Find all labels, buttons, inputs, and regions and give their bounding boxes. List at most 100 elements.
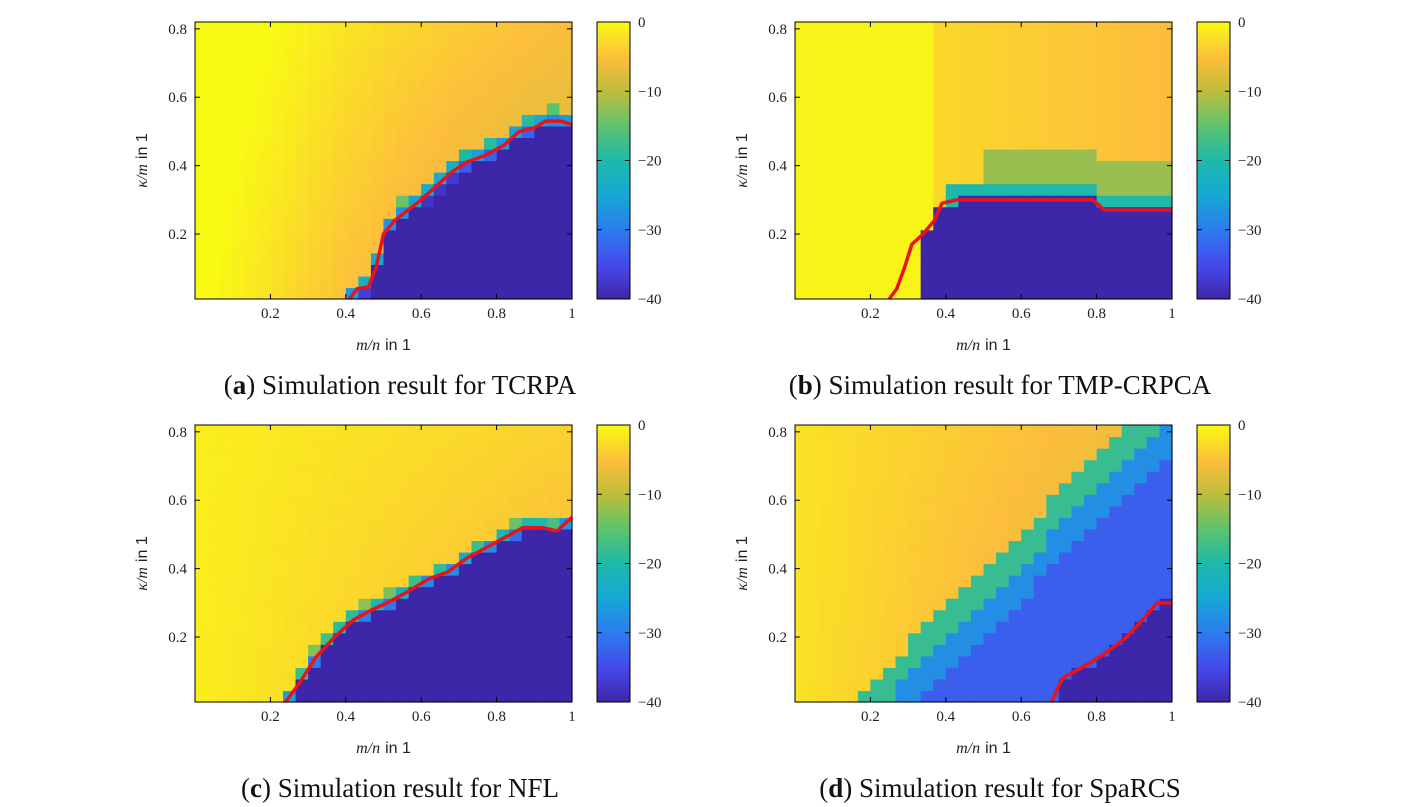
heatmap-cell	[408, 598, 422, 611]
heatmap-cell	[1046, 471, 1060, 484]
heatmap-cell	[207, 632, 221, 645]
heatmap-cell	[920, 436, 934, 449]
heatmap-cell	[295, 563, 309, 576]
heatmap-cell	[920, 102, 934, 115]
heatmap-cell	[1058, 586, 1073, 599]
heatmap-cell	[496, 91, 510, 104]
heatmap-cell	[421, 206, 435, 219]
heatmap-cell	[795, 218, 809, 231]
heatmap-cell	[282, 264, 297, 277]
heatmap-cell	[1021, 229, 1035, 242]
heatmap-cell	[983, 436, 997, 449]
heatmap-cell	[795, 56, 809, 69]
heatmap-cell	[383, 264, 397, 277]
heatmap-cell	[232, 137, 246, 150]
heatmap-cell	[945, 551, 959, 565]
heatmap-cell	[496, 632, 510, 645]
heatmap-cell	[870, 148, 884, 162]
heatmap-cell	[958, 114, 972, 127]
heatmap-cell	[446, 632, 460, 645]
heatmap-cell	[1134, 425, 1148, 438]
heatmap-cell	[559, 482, 573, 495]
heatmap-cell	[1071, 172, 1085, 185]
heatmap-cell	[270, 644, 284, 657]
heatmap-cell	[295, 229, 309, 242]
heatmap-cell	[257, 459, 271, 472]
heatmap-cell	[546, 551, 561, 565]
heatmap-cell	[807, 621, 821, 634]
heatmap-cell	[895, 551, 909, 565]
heatmap-cell	[433, 91, 447, 104]
y-tick-label: 0.4	[768, 562, 787, 578]
heatmap-cell	[795, 517, 809, 530]
heatmap-cell	[345, 102, 359, 115]
heatmap-cell	[1058, 91, 1073, 104]
heatmap-cell	[282, 195, 297, 208]
heatmap-cell	[1071, 114, 1085, 127]
heatmap-cell	[446, 678, 460, 692]
heatmap-cell	[509, 172, 523, 185]
heatmap-cell	[509, 183, 523, 196]
heatmap-cell	[958, 275, 972, 289]
heatmap-cell	[845, 137, 859, 150]
heatmap-cell	[908, 644, 922, 657]
heatmap-cell	[1084, 275, 1098, 289]
heatmap-cell	[345, 275, 359, 289]
heatmap-cell	[845, 148, 859, 162]
heatmap-cell	[996, 471, 1010, 484]
heatmap-cell	[1021, 436, 1035, 449]
heatmap-cell	[1033, 632, 1047, 645]
heatmap-cell	[421, 45, 435, 58]
heatmap-cell	[970, 540, 985, 553]
heatmap-cell	[383, 102, 397, 115]
heatmap-cell	[546, 482, 561, 495]
heatmap-cell	[908, 45, 922, 58]
heatmap-cell	[446, 275, 460, 289]
heatmap-cell	[832, 517, 846, 530]
heatmap-cell	[1046, 114, 1060, 127]
heatmap-cell	[1134, 68, 1148, 81]
heatmap-cell	[983, 517, 997, 530]
heatmap-cell	[933, 125, 947, 139]
heatmap-cell	[195, 22, 209, 35]
heatmap-cell	[408, 79, 422, 92]
heatmap-cell	[908, 621, 922, 634]
heatmap-cell	[1071, 644, 1085, 657]
heatmap-cell	[1134, 114, 1148, 127]
heatmap-cell	[408, 471, 422, 484]
heatmap-cell	[1159, 586, 1173, 599]
heatmap-cell	[857, 563, 871, 576]
heatmap-cell	[207, 528, 221, 542]
heatmap-cell	[945, 252, 959, 265]
heatmap-cell	[1121, 45, 1135, 58]
heatmap-cell	[345, 218, 359, 231]
heatmap-cell	[1084, 551, 1098, 565]
plot-frame	[194, 424, 573, 703]
heatmap-cell	[996, 56, 1010, 69]
heatmap-cell	[220, 241, 234, 254]
heatmap-cell	[1096, 148, 1110, 162]
heatmap-cell	[534, 252, 548, 265]
heatmap-cell	[1134, 436, 1148, 449]
heatmap-cell	[870, 598, 884, 611]
heatmap-cell	[1046, 598, 1060, 611]
heatmap-cell	[857, 264, 871, 277]
heatmap-cell	[820, 275, 834, 289]
heatmap-cell	[446, 598, 460, 611]
heatmap-cell	[345, 79, 359, 92]
heatmap-cell	[983, 575, 997, 588]
heatmap-cell	[1046, 609, 1060, 622]
heatmap-cell	[295, 125, 309, 139]
heatmap-cell	[521, 655, 535, 668]
heatmap-cell	[820, 114, 834, 127]
heatmap-cell	[1109, 195, 1123, 208]
heatmap-cell	[320, 252, 334, 265]
heatmap-cell	[534, 621, 548, 634]
heatmap-cell	[1058, 45, 1073, 58]
heatmap-cell	[1146, 114, 1161, 127]
heatmap-cell	[433, 655, 447, 668]
y-tick-label: 0.6	[168, 493, 187, 509]
heatmap-cell	[195, 644, 209, 657]
heatmap-cell	[920, 264, 934, 277]
heatmap-cell	[807, 45, 821, 58]
